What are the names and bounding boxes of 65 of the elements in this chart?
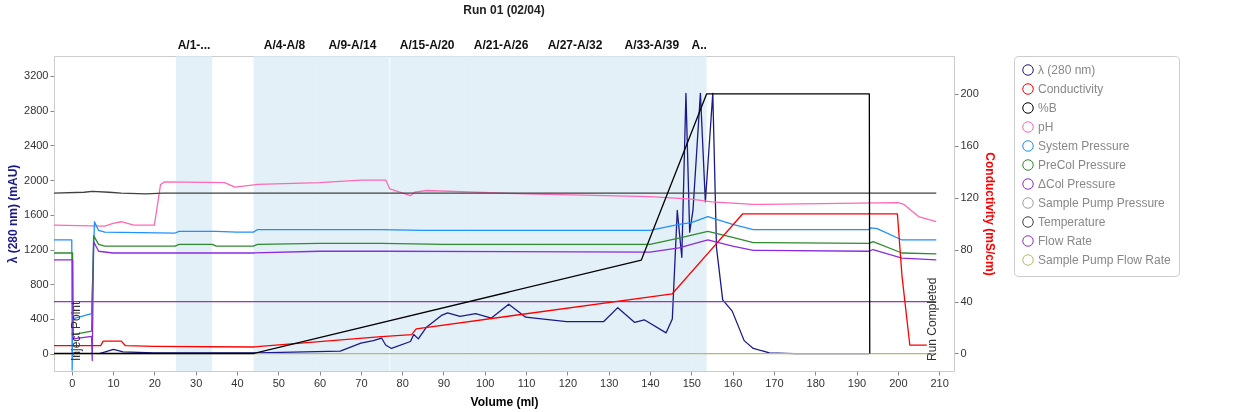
band-label: A/27-A/32 xyxy=(547,38,603,52)
band-label: A/4-A/8 xyxy=(263,38,306,52)
x-tick-label: 40 xyxy=(231,376,244,389)
x-tick-label: 60 xyxy=(313,376,327,389)
legend-label: pH xyxy=(1038,120,1054,134)
y2-tick-label: 200 xyxy=(960,87,979,100)
y-tick-label: 2000 xyxy=(24,173,49,186)
x-tick-label: 160 xyxy=(723,376,743,389)
y2-tick-label: 160 xyxy=(960,139,979,152)
annotation: Inject Point xyxy=(69,300,83,361)
y2-tick-label: 0 xyxy=(960,346,967,359)
legend-label: λ (280 nm) xyxy=(1038,63,1096,77)
x-tick-label: 110 xyxy=(517,376,536,389)
x-tick-label: 140 xyxy=(641,376,660,389)
band-label: A.. xyxy=(691,38,707,52)
band-label: A/9-A/14 xyxy=(328,38,377,52)
band-label: A/21-A/26 xyxy=(473,38,529,52)
legend-label: Sample Pump Pressure xyxy=(1038,196,1166,210)
y-tick-label: 2800 xyxy=(24,104,49,117)
legend-label: Conductivity xyxy=(1038,82,1104,96)
y-tick-label: 0 xyxy=(42,347,49,360)
x-tick-label: 180 xyxy=(806,376,825,389)
x-tick-label: 210 xyxy=(930,376,949,389)
y2-tick-label: 120 xyxy=(960,191,979,204)
line-series xyxy=(54,239,937,362)
x-tick-label: 200 xyxy=(889,376,908,389)
band-label: A/33-A/39 xyxy=(624,38,680,52)
x-tick-label: 10 xyxy=(107,376,120,389)
legend-label: Sample Pump Flow Rate xyxy=(1038,253,1172,267)
legend-label: PreCol Pressure xyxy=(1038,158,1127,172)
y-tick-label: 800 xyxy=(30,277,49,290)
x-tick-label: 170 xyxy=(765,376,784,389)
band-label: A/15-A/20 xyxy=(399,38,455,52)
x-tick-label: 80 xyxy=(396,376,409,389)
x-tick-label: 30 xyxy=(190,376,203,389)
x-axis-title: Volume (ml) xyxy=(470,394,539,409)
band-label: A/1-... xyxy=(177,38,211,52)
chart-title: Run 01 (02/04) xyxy=(463,3,545,17)
annotation: Run Completed xyxy=(925,277,939,361)
line-series xyxy=(54,215,937,371)
y-tick-label: 400 xyxy=(30,312,49,325)
line-series xyxy=(54,179,937,227)
y-tick-label: 1600 xyxy=(24,208,49,221)
x-tick-label: 70 xyxy=(355,376,368,389)
x-tick-label: 150 xyxy=(682,376,701,389)
legend-label: ΔCol Pressure xyxy=(1038,177,1116,191)
legend-label: System Pressure xyxy=(1038,139,1130,153)
x-tick-label: 20 xyxy=(148,376,161,389)
x-tick-label: 120 xyxy=(558,376,578,389)
x-tick-label: 190 xyxy=(847,376,867,389)
y-tick-label: 3200 xyxy=(24,69,49,82)
x-tick-label: 130 xyxy=(600,376,619,389)
legend-label: %B xyxy=(1038,101,1057,115)
y2-tick-label: 80 xyxy=(960,243,973,256)
y-tick-label: 2400 xyxy=(24,138,49,151)
x-tick-label: 50 xyxy=(272,376,285,389)
y-tick-label: 1200 xyxy=(24,243,49,256)
y2-axis-title: Conductivity (mS/cm) xyxy=(982,152,997,276)
y2-tick-label: 40 xyxy=(960,295,973,308)
x-tick-label: 90 xyxy=(437,376,451,389)
x-tick-label: 0 xyxy=(69,376,76,389)
legend-label: Temperature xyxy=(1038,215,1106,229)
legend-label: Flow Rate xyxy=(1038,234,1093,248)
x-tick-label: 100 xyxy=(476,376,495,389)
y-axis-title: λ (280 nm) (mAU) xyxy=(6,164,21,264)
